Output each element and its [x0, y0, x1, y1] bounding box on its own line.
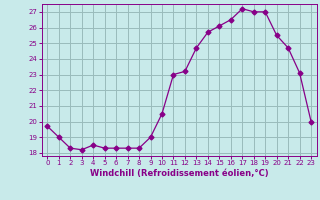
X-axis label: Windchill (Refroidissement éolien,°C): Windchill (Refroidissement éolien,°C): [90, 169, 268, 178]
